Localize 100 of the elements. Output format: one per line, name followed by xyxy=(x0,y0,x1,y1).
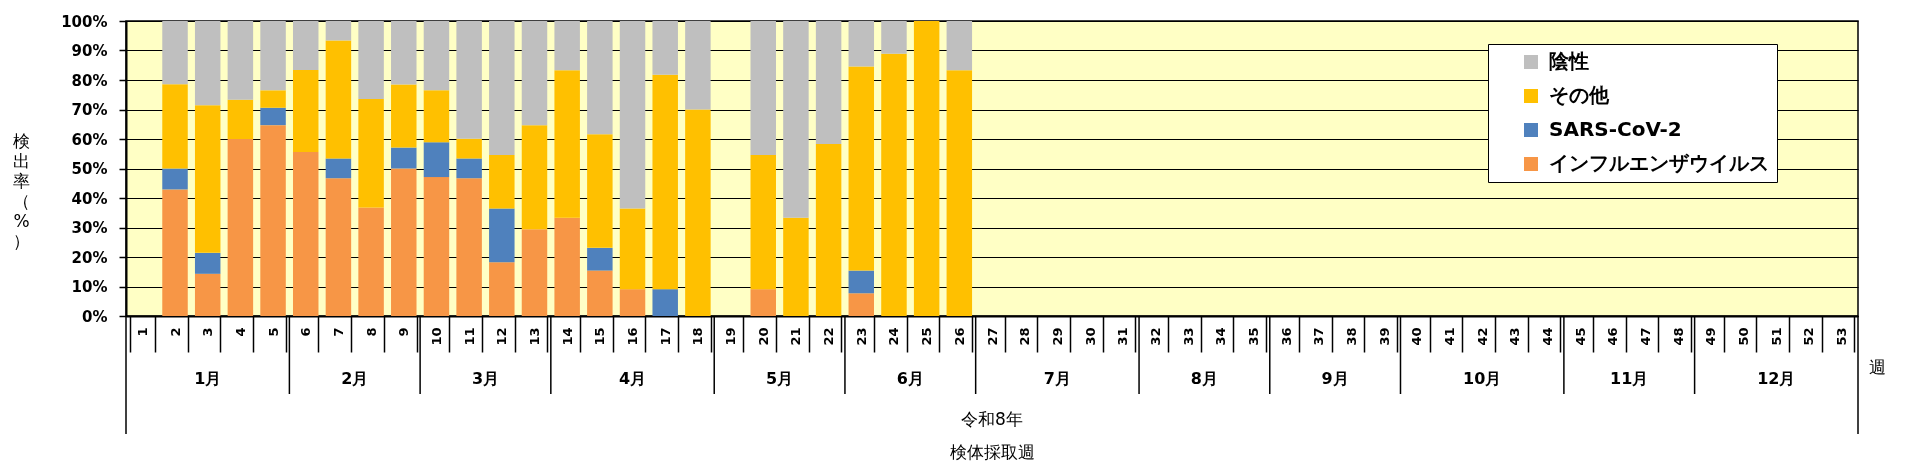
bar xyxy=(783,217,809,316)
bar xyxy=(848,21,875,67)
bar xyxy=(423,90,450,143)
bar xyxy=(489,154,515,209)
bar xyxy=(391,168,417,316)
bar xyxy=(423,142,450,178)
x-tick-label: 18 xyxy=(690,327,706,346)
bar xyxy=(750,21,776,155)
bar xyxy=(456,178,482,316)
y-tick-label: 80% xyxy=(71,71,108,90)
bar xyxy=(815,144,842,316)
x-tick-label: 52 xyxy=(1801,327,1817,346)
bar xyxy=(358,207,384,316)
bar xyxy=(162,84,188,169)
bar xyxy=(619,21,646,209)
bar xyxy=(162,168,188,190)
x-tick-label: 32 xyxy=(1147,327,1163,346)
bar xyxy=(587,247,613,271)
x-tick-label: 11 xyxy=(461,327,477,346)
y-tick-label: 50% xyxy=(71,160,108,178)
x-tick-label: 46 xyxy=(1605,327,1621,346)
text: 4月 xyxy=(618,369,647,388)
bar xyxy=(521,21,548,126)
bar xyxy=(685,109,711,316)
x-tick-label: 16 xyxy=(625,327,641,346)
x-tick-label: 34 xyxy=(1213,327,1229,346)
x-tick-label: 13 xyxy=(526,327,542,346)
y-tick-label: 70% xyxy=(71,101,108,119)
x-tick-label: 6 xyxy=(298,327,314,337)
bar xyxy=(489,262,515,316)
bar xyxy=(913,21,940,316)
x-tick-label: 1 xyxy=(134,327,150,337)
x-tick-label: 4 xyxy=(232,327,248,337)
bar xyxy=(325,21,352,41)
x-tick-label: 33 xyxy=(1180,327,1196,346)
x-tick-label: 2 xyxy=(167,327,183,337)
bar xyxy=(489,208,515,263)
bar xyxy=(619,289,646,316)
x-tick-label: 41 xyxy=(1442,327,1458,346)
bar xyxy=(292,151,319,316)
bar xyxy=(848,66,875,271)
bar xyxy=(260,107,286,126)
bar xyxy=(391,84,417,148)
x-tick-label: 35 xyxy=(1245,327,1261,346)
bar xyxy=(391,21,417,85)
bar xyxy=(521,229,548,316)
bar xyxy=(587,134,613,248)
x-tick-label: 37 xyxy=(1311,327,1327,346)
bar xyxy=(227,99,254,139)
y-tick-label: 10% xyxy=(71,278,108,296)
x-tick-label: 24 xyxy=(886,327,902,346)
bar xyxy=(227,139,254,316)
bar xyxy=(587,270,613,316)
x-tick-label: 17 xyxy=(657,327,673,346)
bar xyxy=(325,40,352,159)
x-tick-label: 27 xyxy=(984,327,1000,346)
x-tick-label: 51 xyxy=(1768,327,1784,346)
x-tick-label: 9 xyxy=(396,327,412,337)
x-tick-label: 5 xyxy=(265,327,281,337)
text: 8月 xyxy=(1190,369,1218,388)
x-tick-label: 49 xyxy=(1703,327,1719,346)
y-tick-label: 100% xyxy=(61,12,108,31)
bar xyxy=(587,21,613,135)
bar xyxy=(162,21,188,85)
text: 3月 xyxy=(471,369,500,388)
x-tick-label: 29 xyxy=(1049,327,1065,346)
bar xyxy=(423,21,450,91)
text: 11月 xyxy=(1610,369,1649,388)
bar xyxy=(521,125,548,230)
text: 7月 xyxy=(1043,369,1071,388)
bar xyxy=(260,90,286,108)
x-tick-label: 39 xyxy=(1376,327,1392,346)
bar xyxy=(750,154,776,290)
bar xyxy=(162,189,188,316)
bar xyxy=(260,125,286,316)
text: 12月 xyxy=(1757,369,1796,388)
legend-label: 陰性 xyxy=(1549,49,1589,73)
y-tick-label: 60% xyxy=(71,130,108,149)
bar xyxy=(815,21,842,145)
bar xyxy=(554,70,580,218)
text: 5月 xyxy=(766,369,794,388)
bar xyxy=(554,217,580,316)
legend-label: インフルエンザウイルス xyxy=(1549,151,1769,175)
text: 2月 xyxy=(341,369,369,388)
y-tick-label: 30% xyxy=(71,219,108,237)
x-tick-label: 43 xyxy=(1507,327,1523,346)
x-tick-label: 15 xyxy=(592,327,608,346)
x-tick-label: 36 xyxy=(1278,327,1294,346)
x-tick-label: 23 xyxy=(853,327,869,346)
x-tick-label: 42 xyxy=(1474,327,1490,346)
bar xyxy=(783,21,809,218)
bar xyxy=(325,158,352,179)
y-tick-label: 90% xyxy=(71,42,108,60)
bar xyxy=(194,252,221,274)
bar xyxy=(358,21,384,99)
bar xyxy=(619,208,646,290)
x-tick-label: 20 xyxy=(755,327,771,346)
bar xyxy=(325,178,352,316)
text: 9月 xyxy=(1321,369,1349,388)
text: 1月 xyxy=(194,369,222,388)
